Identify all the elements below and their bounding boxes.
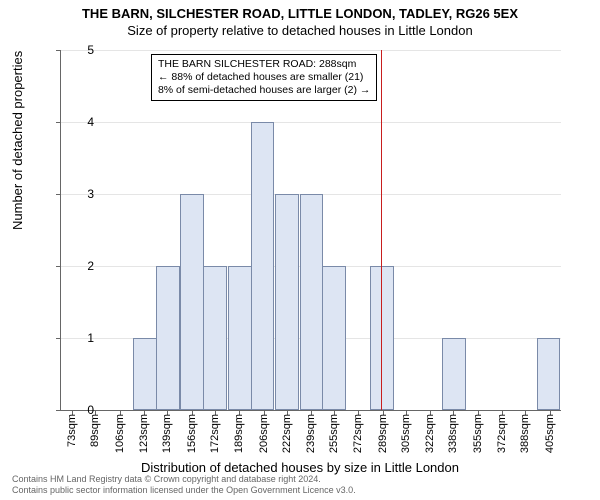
y-axis-label: Number of detached properties xyxy=(10,51,25,230)
info-line: THE BARN SILCHESTER ROAD: 288sqm xyxy=(158,58,370,71)
y-tick-mark xyxy=(56,122,61,123)
footer-line: Contains HM Land Registry data © Crown c… xyxy=(12,474,356,485)
y-tick-mark xyxy=(56,266,61,267)
histogram-bar xyxy=(133,338,157,410)
y-tick-mark xyxy=(56,410,61,411)
histogram-bar xyxy=(251,122,275,410)
x-tick-label: 139sqm xyxy=(161,410,173,453)
y-tick-mark xyxy=(56,194,61,195)
x-tick-label: 289sqm xyxy=(377,410,389,453)
histogram-bar xyxy=(156,266,180,410)
info-line: 8% of semi-detached houses are larger (2… xyxy=(158,84,370,97)
footer-line: Contains public sector information licen… xyxy=(12,485,356,496)
x-tick-label: 222sqm xyxy=(281,410,293,453)
y-tick-label: 5 xyxy=(64,43,94,57)
x-tick-label: 305sqm xyxy=(400,410,412,453)
x-tick-label: 255sqm xyxy=(328,410,340,453)
chart-container: THE BARN, SILCHESTER ROAD, LITTLE LONDON… xyxy=(0,0,600,500)
x-tick-label: 322sqm xyxy=(424,410,436,453)
info-box: THE BARN SILCHESTER ROAD: 288sqm← 88% of… xyxy=(151,54,377,101)
x-tick-label: 272sqm xyxy=(352,410,364,453)
gridline xyxy=(61,122,561,123)
y-tick-label: 1 xyxy=(64,331,94,345)
y-tick-label: 4 xyxy=(64,115,94,129)
x-tick-label: 123sqm xyxy=(138,410,150,453)
x-tick-label: 355sqm xyxy=(472,410,484,453)
histogram-bar xyxy=(300,194,324,410)
plot-area: 73sqm89sqm106sqm123sqm139sqm156sqm172sqm… xyxy=(60,50,561,411)
histogram-bar xyxy=(180,194,204,410)
x-tick-label: 189sqm xyxy=(233,410,245,453)
histogram-bar xyxy=(228,266,252,410)
x-tick-label: 372sqm xyxy=(496,410,508,453)
title-address: THE BARN, SILCHESTER ROAD, LITTLE LONDON… xyxy=(0,0,600,21)
title-subtitle: Size of property relative to detached ho… xyxy=(0,21,600,42)
y-tick-label: 0 xyxy=(64,403,94,417)
info-line: ← 88% of detached houses are smaller (21… xyxy=(158,71,370,84)
marker-line xyxy=(381,50,382,410)
histogram-bar xyxy=(203,266,227,410)
x-tick-label: 388sqm xyxy=(519,410,531,453)
gridline xyxy=(61,50,561,51)
x-axis-label: Distribution of detached houses by size … xyxy=(0,460,600,475)
footer-attribution: Contains HM Land Registry data © Crown c… xyxy=(12,474,356,496)
y-tick-mark xyxy=(56,50,61,51)
histogram-bar xyxy=(275,194,299,410)
y-tick-label: 2 xyxy=(64,259,94,273)
y-tick-mark xyxy=(56,338,61,339)
histogram-bar xyxy=(442,338,466,410)
y-tick-label: 3 xyxy=(64,187,94,201)
histogram-bar xyxy=(537,338,561,410)
x-tick-label: 172sqm xyxy=(209,410,221,453)
x-tick-label: 338sqm xyxy=(447,410,459,453)
x-tick-label: 405sqm xyxy=(544,410,556,453)
x-tick-label: 206sqm xyxy=(258,410,270,453)
x-tick-label: 106sqm xyxy=(114,410,126,453)
x-tick-label: 239sqm xyxy=(305,410,317,453)
x-tick-label: 156sqm xyxy=(186,410,198,453)
histogram-bar xyxy=(322,266,346,410)
